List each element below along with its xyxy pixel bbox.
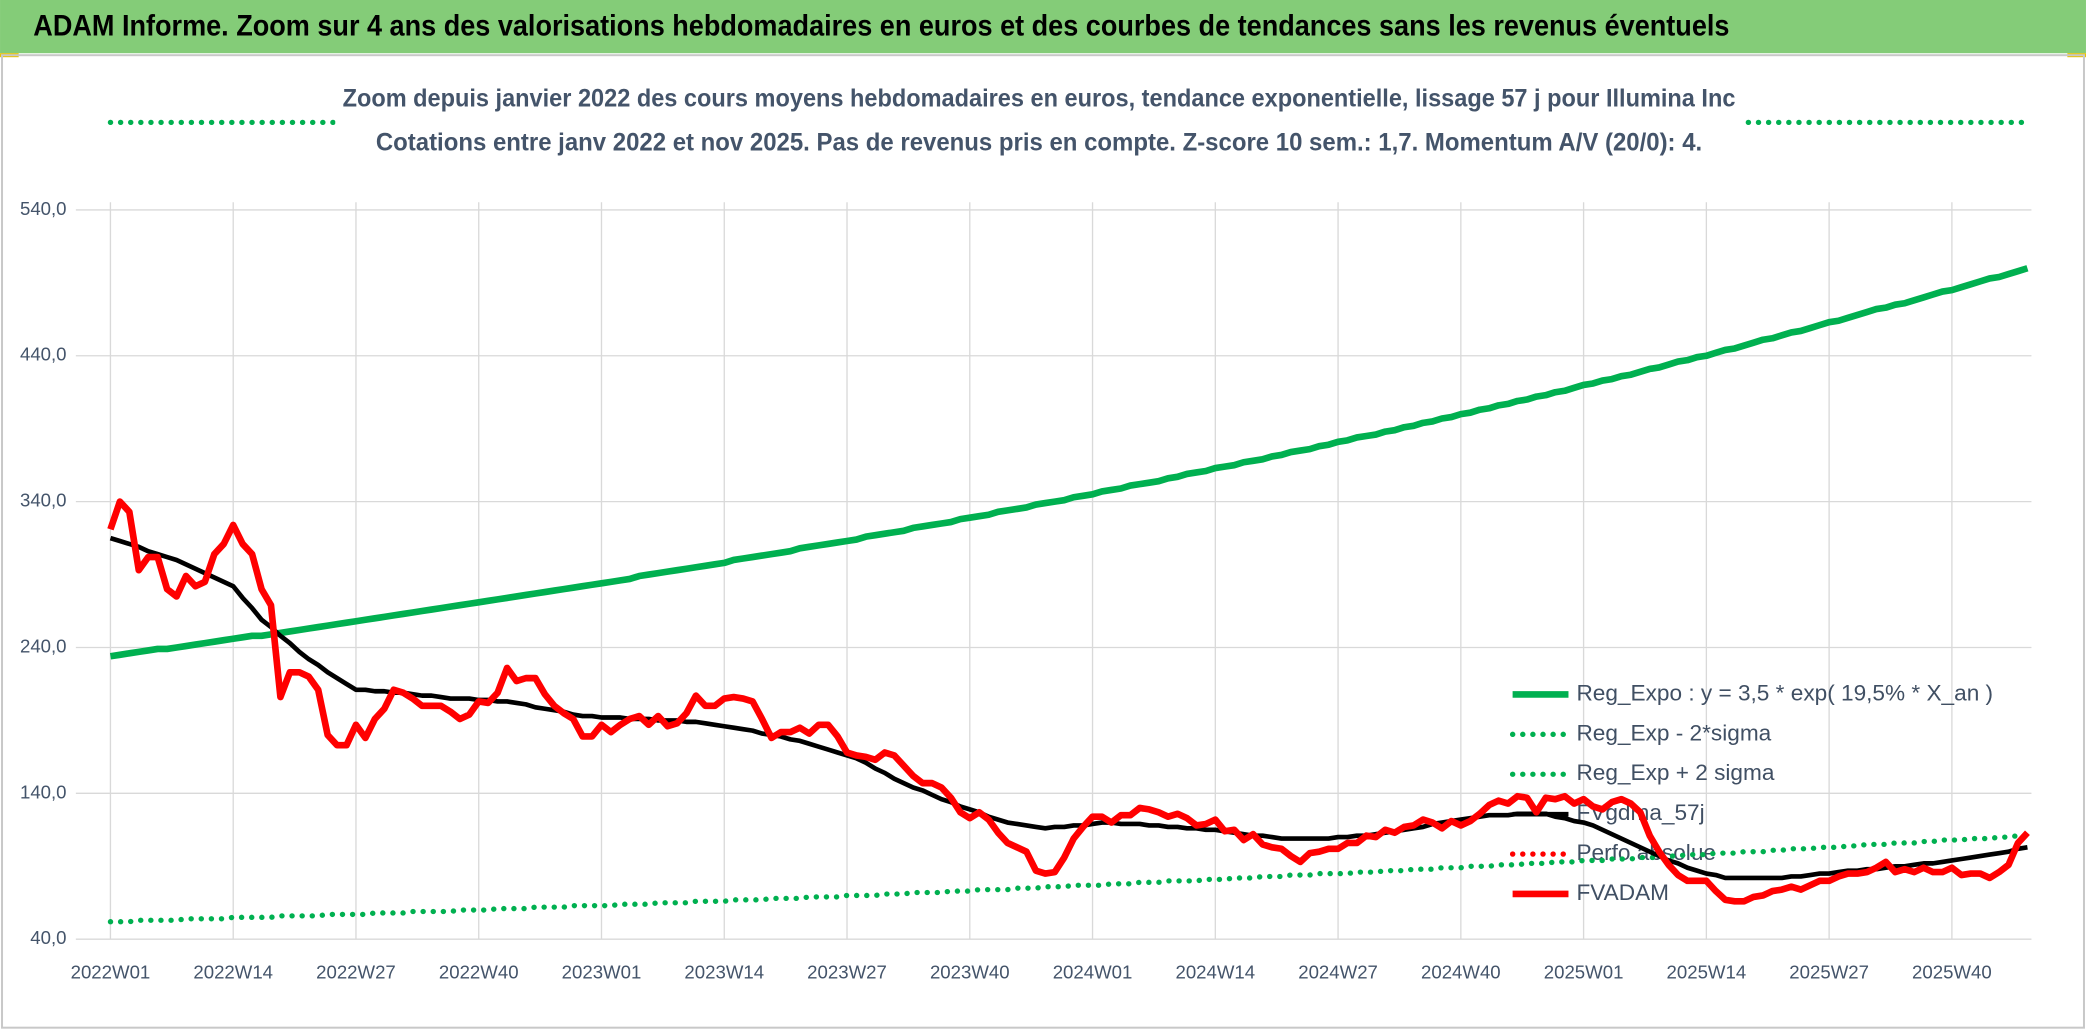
series-line [107, 498, 2030, 905]
title-background [335, 79, 1743, 163]
x-tick-label: 2024W14 [1175, 962, 1255, 983]
y-tick-label: 140,0 [20, 781, 67, 802]
x-tick-label: 2025W27 [1789, 962, 1869, 983]
x-tick-label: 2025W40 [1912, 962, 1992, 983]
x-tick-label: 2024W40 [1421, 962, 1501, 983]
x-tick-label: 2025W01 [1544, 962, 1624, 983]
x-tick-label: 2022W40 [439, 962, 519, 983]
chart-title: Zoom depuis janvier 2022 des cours moyen… [343, 84, 1736, 112]
y-tick-label: 240,0 [20, 635, 67, 656]
x-tick-label: 2023W27 [807, 962, 887, 983]
series-line [109, 535, 2028, 881]
header-bar [0, 0, 2086, 54]
y-tick-label: 40,0 [30, 927, 66, 948]
legend-label: Reg_Exp - 2*sigma [1576, 720, 1771, 745]
x-tick-label: 2023W40 [930, 962, 1010, 983]
y-tick-label: 340,0 [20, 490, 67, 511]
series-line [109, 265, 2029, 660]
y-tick-label: 540,0 [20, 198, 67, 219]
x-tick-label: 2023W01 [562, 962, 642, 983]
x-tick-label: 2022W01 [71, 962, 151, 983]
x-tick-label: 2025W14 [1667, 962, 1747, 983]
x-tick-label: 2024W01 [1053, 962, 1133, 983]
chart-frame [1, 54, 2085, 1029]
series-line [107, 832, 2031, 925]
x-tick-label: 2023W14 [684, 962, 764, 983]
chart-subtitle: Cotations entre janv 2022 et nov 2025. P… [376, 128, 1702, 156]
grid: 40,0 140,0 240,0 340,0 440,0 540,0 2022W01 2022… [20, 198, 2032, 983]
x-tick-label: 2024W27 [1298, 962, 1378, 983]
header-title: ADAM Informe. Zoom sur 4 ans des valoris… [33, 11, 1729, 43]
legend-label: Reg_Exp + 2 sigma [1576, 760, 1774, 785]
legend-label: FVADAM [1576, 880, 1669, 905]
x-tick-label: 2022W14 [193, 962, 273, 983]
y-tick-label: 440,0 [20, 344, 67, 365]
legend-label: Reg_Expo : y = 3,5 * exp( 19,5% * X_an ) [1576, 680, 1993, 705]
x-tick-label: 2022W27 [316, 962, 396, 983]
